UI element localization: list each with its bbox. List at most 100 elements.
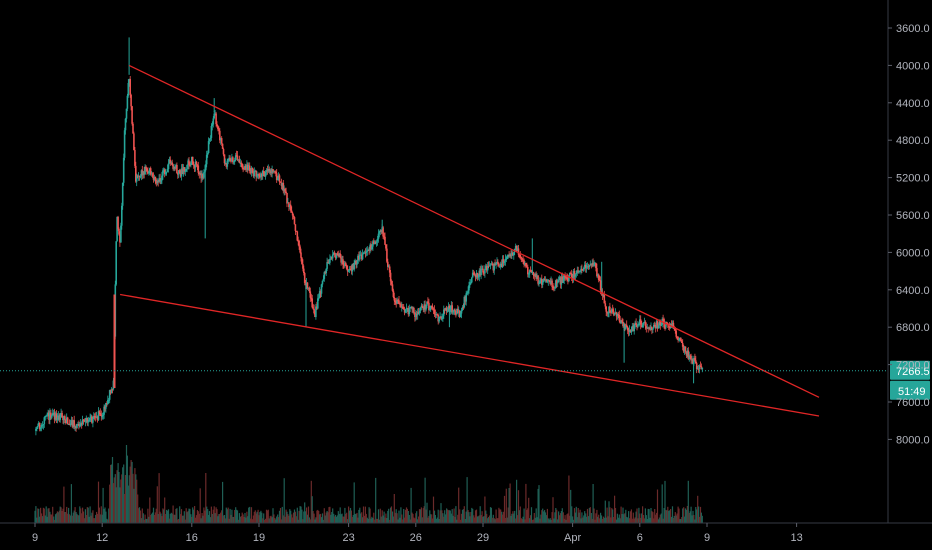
volume-bar (291, 514, 293, 523)
volume-bar (417, 519, 419, 523)
candle-body (699, 365, 702, 367)
candle-body (562, 279, 565, 283)
candle-body (533, 275, 536, 277)
volume-bar (42, 507, 44, 523)
volume-bar (649, 517, 651, 523)
candle-body (690, 355, 692, 361)
volume-bar (45, 506, 47, 523)
volume-bar (332, 508, 334, 523)
x-tick-label: Apr (564, 532, 581, 544)
volume-bar (187, 511, 189, 523)
volume-bar (520, 518, 522, 523)
candle-body (437, 315, 439, 322)
volume-bar (551, 512, 553, 523)
volume-bar (547, 518, 549, 523)
trendlines[interactable] (119, 64, 820, 417)
candle-body (238, 159, 241, 163)
candle-body (139, 176, 142, 178)
volume-bar (80, 508, 82, 523)
candle-body (618, 315, 621, 321)
lower-trendline[interactable] (119, 293, 820, 417)
volume-bar (610, 517, 612, 523)
candle-body (630, 329, 633, 333)
candle-body (401, 306, 403, 308)
candle-body (334, 254, 337, 258)
volume-bar (446, 509, 449, 523)
volume-bar (84, 509, 86, 523)
candle-body (359, 254, 362, 256)
volume-bar (234, 510, 236, 523)
candle-body (445, 307, 448, 312)
volume-bar (199, 488, 201, 523)
volume-bar (526, 509, 528, 523)
candle-body (38, 422, 41, 430)
volume-bar (456, 519, 458, 523)
candle-body (400, 304, 402, 308)
volume-bar (592, 484, 594, 523)
candle-body (366, 250, 369, 252)
candle-body (115, 241, 117, 285)
volume-bar (535, 508, 537, 523)
volume-bar (571, 506, 573, 523)
volume-bar (298, 510, 300, 523)
candle-body (163, 169, 166, 175)
volume-bar (591, 518, 593, 523)
volume-bar (602, 516, 604, 523)
candle-body (191, 156, 193, 164)
candle-body (594, 262, 596, 264)
candle-body (482, 268, 484, 273)
candle-body (398, 300, 400, 304)
volume-bar (384, 517, 386, 523)
candle-body (444, 307, 447, 311)
volume-bar (662, 518, 664, 523)
volume-bar (330, 514, 332, 523)
candle-body (597, 274, 599, 277)
volume-bar (416, 511, 418, 523)
candle-body (335, 253, 338, 258)
candle-body (405, 308, 408, 310)
volume-bar (474, 510, 477, 523)
volume-bar (405, 507, 408, 523)
volume-bar (515, 518, 517, 523)
volume-bar (314, 519, 316, 523)
candle-body (132, 123, 134, 134)
volume-bar (695, 507, 697, 523)
volume-bar (284, 516, 286, 523)
candle-body (357, 255, 359, 264)
candle-body (591, 262, 593, 266)
volume-bar (319, 514, 321, 523)
volume-bar (223, 515, 226, 523)
candle-body (328, 262, 330, 264)
candle-body (470, 282, 472, 284)
candle-body (393, 297, 396, 301)
upper-trendline[interactable] (128, 64, 820, 398)
y-tick-label: 7600.0 (896, 397, 930, 409)
volume-bar (377, 509, 380, 523)
volume-bar (100, 506, 102, 523)
candle-body (55, 413, 58, 420)
volume-bar (329, 506, 331, 523)
volume-bar (488, 517, 490, 523)
candle-body (317, 298, 319, 309)
candle-body (35, 428, 37, 431)
candle-body (404, 309, 407, 313)
volume-bar (40, 507, 42, 523)
volume-bar (191, 516, 193, 523)
volume-bar (97, 481, 100, 523)
volume-bar (348, 506, 350, 523)
candle-body (274, 171, 276, 173)
candle-body (650, 326, 652, 330)
volume-bar (261, 512, 263, 523)
candle-body (422, 306, 425, 310)
volume-bar (426, 502, 428, 523)
volume-bar (71, 515, 73, 523)
volume-bar (452, 515, 454, 523)
candle-body (41, 424, 44, 426)
candle-body (505, 258, 508, 260)
volume-bar (292, 512, 295, 523)
volume-bar (111, 457, 114, 523)
volume-bar (304, 502, 306, 523)
volume-bar (583, 515, 585, 523)
volume-bar (438, 519, 440, 523)
